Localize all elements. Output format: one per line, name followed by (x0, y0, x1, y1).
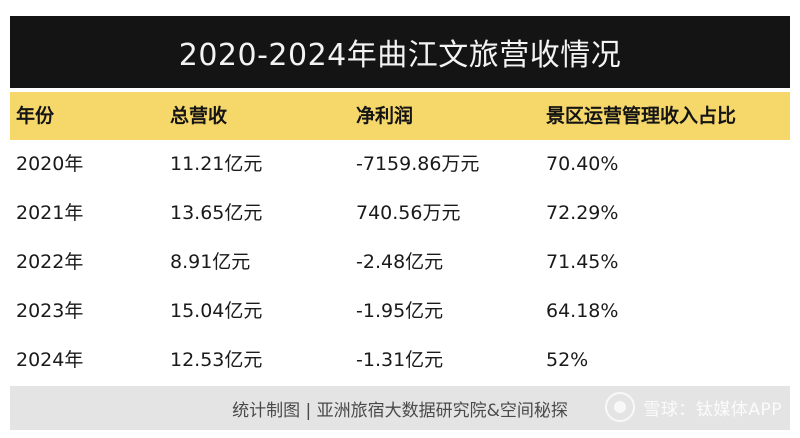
cell-year: 2021年 (16, 202, 84, 224)
table-row: 2021年 13.65亿元 740.56万元 72.29% (10, 189, 790, 237)
page-title: 2020-2024年曲江文旅营收情况 (178, 38, 622, 73)
table-row: 2020年 11.21亿元 -7159.86万元 70.40% (10, 140, 790, 188)
cell-net-profit: -1.95亿元 (356, 300, 444, 322)
cell-scenic-share: 70.40% (546, 153, 619, 175)
snowball-logo-icon (605, 392, 636, 422)
title-bar: 2020-2024年曲江文旅营收情况 (10, 16, 790, 88)
cell-scenic-share: 72.29% (546, 202, 619, 224)
header-revenue: 总营收 (170, 105, 228, 127)
table-row: 2024年 12.53亿元 -1.31亿元 52% (10, 336, 790, 384)
cell-scenic-share: 64.18% (546, 300, 619, 322)
cell-year: 2020年 (16, 153, 84, 175)
cell-year: 2024年 (16, 349, 84, 371)
cell-revenue: 11.21亿元 (170, 153, 263, 175)
cell-scenic-share: 71.45% (546, 251, 619, 273)
source-footer: 统计制图 | 亚洲旅宿大数据研究院&空间秘探 (10, 386, 790, 430)
header-scenic-share: 景区运营管理收入占比 (546, 105, 737, 127)
cell-revenue: 12.53亿元 (170, 349, 263, 371)
cell-revenue: 13.65亿元 (170, 202, 263, 224)
cell-net-profit: -7159.86万元 (356, 153, 480, 175)
watermark: 雪球：钛媒体APP (605, 392, 782, 422)
cell-revenue: 8.91亿元 (170, 251, 251, 273)
header-year: 年份 (16, 105, 55, 127)
cell-scenic-share: 52% (546, 349, 589, 371)
cell-year: 2022年 (16, 251, 84, 273)
table-row: 2023年 15.04亿元 -1.95亿元 64.18% (10, 287, 790, 335)
cell-revenue: 15.04亿元 (170, 300, 263, 322)
watermark-text: 雪球：钛媒体APP (643, 399, 782, 420)
cell-year: 2023年 (16, 300, 84, 322)
cell-net-profit: 740.56万元 (356, 202, 461, 224)
source-text: 统计制图 | 亚洲旅宿大数据研究院&空间秘探 (232, 400, 568, 421)
header-net-profit: 净利润 (356, 105, 414, 127)
cell-net-profit: -1.31亿元 (356, 349, 444, 371)
table-row: 2022年 8.91亿元 -2.48亿元 71.45% (10, 238, 790, 286)
table-header: 年份 总营收 净利润 景区运营管理收入占比 (10, 92, 790, 140)
cell-net-profit: -2.48亿元 (356, 251, 444, 273)
